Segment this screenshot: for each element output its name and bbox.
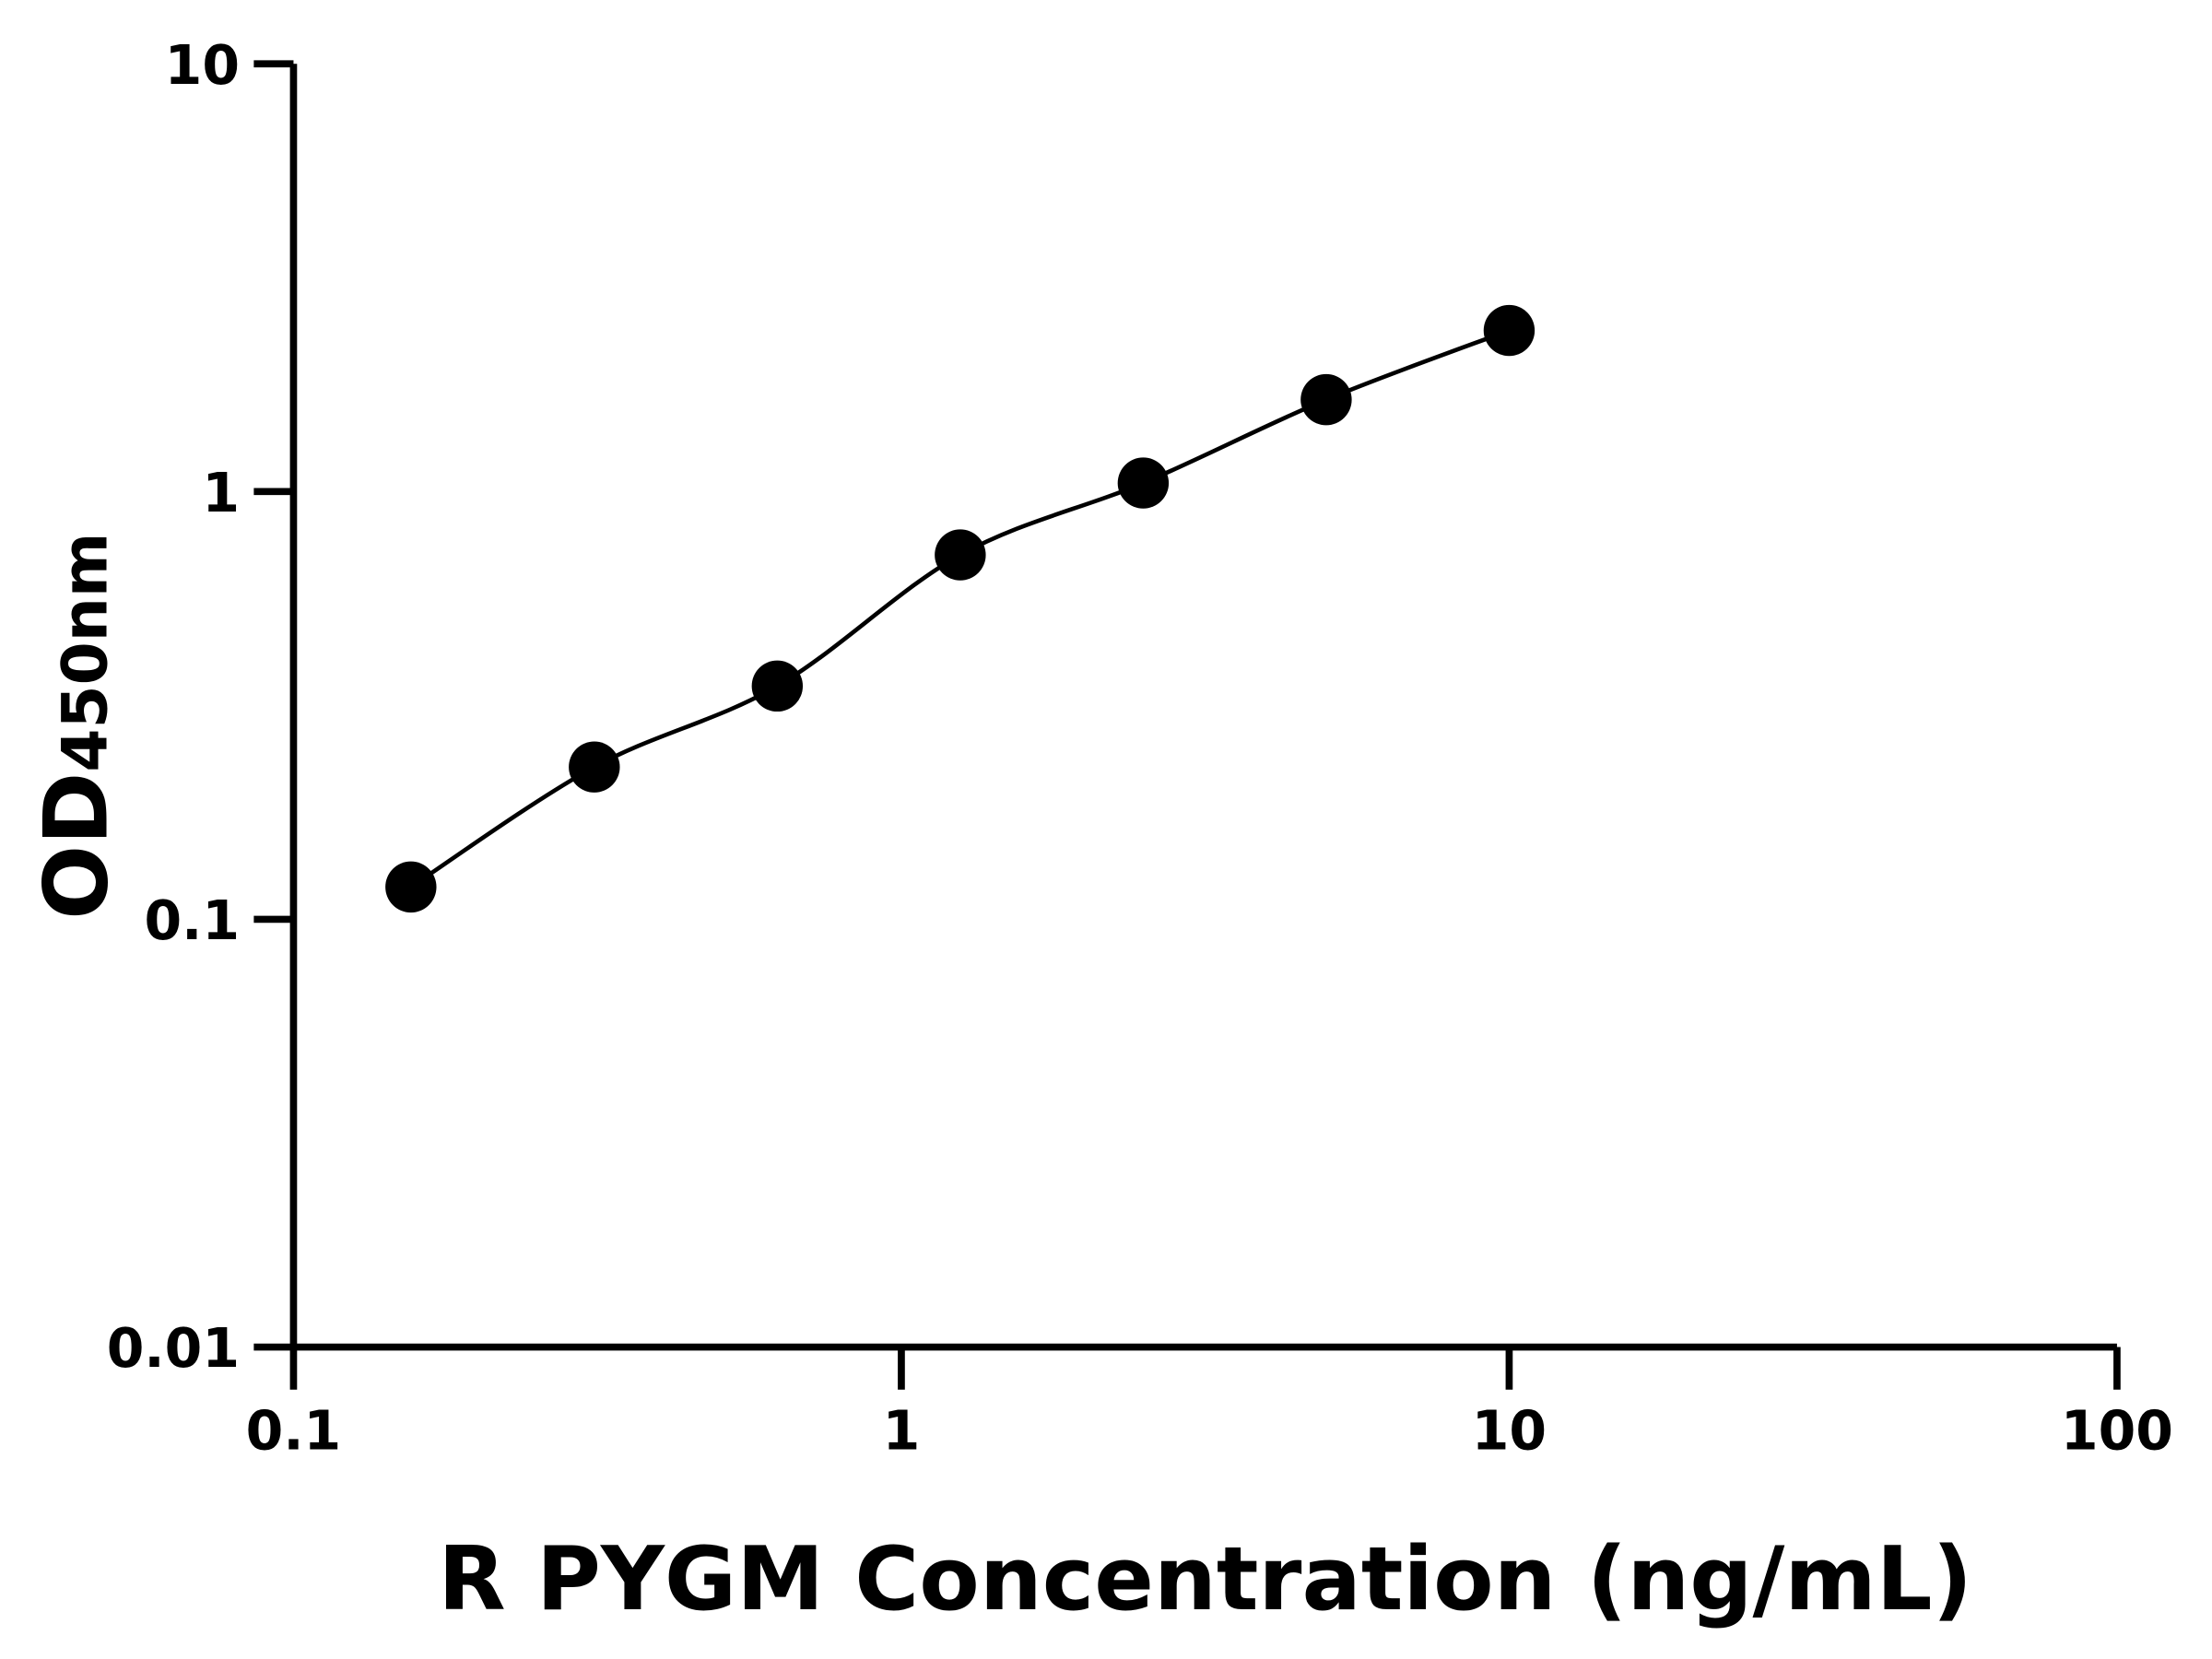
data-point	[935, 529, 986, 581]
data-point	[1117, 457, 1170, 509]
y-axis-label: OD450nm	[25, 533, 127, 920]
data-point	[751, 660, 804, 712]
data-point	[385, 861, 437, 913]
y-tick-label: 10	[165, 34, 240, 97]
y-tick-label: 0.1	[144, 889, 240, 952]
y-axis-label-main: OD	[25, 772, 127, 920]
x-tick-label: 0.1	[246, 1399, 342, 1462]
x-tick-label: 10	[1472, 1399, 1547, 1462]
y-tick-label: 0.01	[107, 1317, 240, 1380]
x-axis-label: R PYGM Concentration (ng/mL)	[438, 1528, 1972, 1630]
data-point	[1483, 304, 1535, 357]
x-tick-label: 100	[2061, 1399, 2173, 1462]
data-point	[569, 741, 620, 793]
data-points	[385, 304, 1535, 913]
x-tick-label: 1	[883, 1399, 921, 1462]
data-point	[1300, 373, 1352, 426]
y-tick-label: 1	[202, 462, 240, 524]
y-axis-label-sub: 450nm	[48, 533, 121, 772]
